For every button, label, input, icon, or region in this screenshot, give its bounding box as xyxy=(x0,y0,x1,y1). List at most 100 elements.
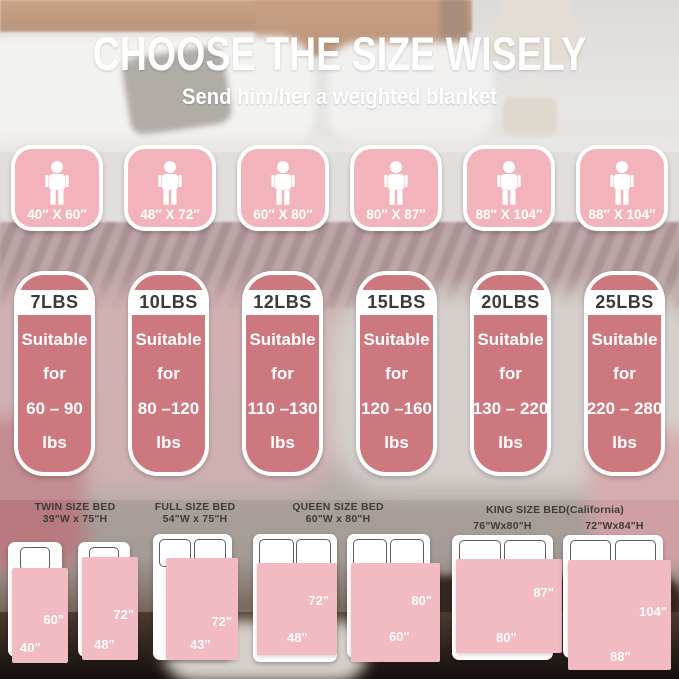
for-text: for xyxy=(499,364,522,384)
person-icon xyxy=(45,161,69,205)
weight-range: 60 – 90 xyxy=(26,398,83,418)
queen-bed-dims: 60"W x 80"H xyxy=(305,513,371,525)
unit-text: lbs xyxy=(498,433,523,453)
suitable-text: Suitable xyxy=(21,329,88,349)
unit-text: lbs xyxy=(384,433,409,453)
weight-range: 80 –120 xyxy=(137,398,200,418)
pill-cap xyxy=(246,275,319,290)
bed-diagram-full: 72" 43" xyxy=(153,534,238,660)
king-bed-title: KING SIZE BED(California) xyxy=(485,504,624,516)
blanket-height-label: 80" xyxy=(411,593,432,608)
weight-card-20lbs: 20LBS Suitable for 130 – 220 lbs xyxy=(470,271,551,476)
weight-range: 130 – 220 xyxy=(474,398,547,418)
person-icon xyxy=(158,161,182,205)
bed-diagram-queen-b: 80" 60" xyxy=(347,534,440,662)
weight-body: Suitable for 110 –130 lbs xyxy=(246,315,319,472)
blanket-width-label: 40" xyxy=(20,640,41,655)
size-label: 40″ X 60″ xyxy=(27,207,87,222)
weight-body: Suitable for 130 – 220 lbs xyxy=(474,315,547,472)
pill-cap xyxy=(18,275,91,290)
pill-cap xyxy=(588,275,661,290)
blanket-width-label: 48" xyxy=(94,637,115,652)
size-card-88x104-a: 88″ X 104″ xyxy=(463,145,555,231)
weight-body: Suitable for 80 –120 lbs xyxy=(132,315,205,472)
weight-label: 7LBS xyxy=(18,290,91,315)
pill-cap xyxy=(360,275,433,290)
blanket-overlay: 80" 60" xyxy=(351,563,440,662)
weight-label: 25LBS xyxy=(588,290,661,315)
weight-label: 20LBS xyxy=(474,290,547,315)
weight-range: 120 –160 xyxy=(361,398,432,418)
size-label: 48″ X 72″ xyxy=(140,207,200,222)
blanket-overlay: 60" 40" xyxy=(12,568,68,663)
page-title: CHOOSE THE SIZE WISELY xyxy=(92,27,587,80)
unit-text: lbs xyxy=(612,433,637,453)
weight-body: Suitable for 220 – 280 lbs xyxy=(588,315,661,472)
blanket-height-label: 60" xyxy=(43,612,64,627)
bed-diagram-queen-a: 72" 48" xyxy=(253,534,337,662)
weight-range: 220 – 280 xyxy=(588,398,661,418)
size-label: 88″ X 104″ xyxy=(475,207,543,222)
person-icon xyxy=(610,161,634,205)
weight-card-12lbs: 12LBS Suitable for 110 –130 lbs xyxy=(242,271,323,476)
blanket-width-label: 48" xyxy=(287,630,308,645)
blanket-height-label: 87" xyxy=(533,585,554,600)
weight-card-10lbs: 10LBS Suitable for 80 –120 lbs xyxy=(128,271,209,476)
weight-card-25lbs: 25LBS Suitable for 220 – 280 lbs xyxy=(584,271,665,476)
blanket-overlay: 72" 48" xyxy=(257,563,337,655)
bed-diagram-twin-48x72: 72" 48" xyxy=(78,542,138,660)
weight-card-7lbs: 7LBS Suitable for 60 – 90 lbs xyxy=(14,271,95,476)
suitable-text: Suitable xyxy=(249,329,316,349)
blanket-width-label: 43" xyxy=(190,637,211,652)
blanket-overlay: 72" 48" xyxy=(82,557,138,660)
bed-diagram-king-california-72x84: 104" 88" xyxy=(563,535,671,670)
size-card-row: 40″ X 60″ 48″ X 72″ 60″ X 80″ 80″ X 87″ … xyxy=(0,145,679,231)
weight-label: 12LBS xyxy=(246,290,319,315)
unit-text: lbs xyxy=(156,433,181,453)
full-bed-dims: 54"W x 75"H xyxy=(162,513,228,525)
blanket-overlay: 72" 43" xyxy=(166,558,238,660)
blanket-height-label: 104" xyxy=(639,604,667,619)
bed-diagram-king-76x80: 87" 80" xyxy=(452,535,562,660)
blanket-height-label: 72" xyxy=(113,607,134,622)
suitable-text: Suitable xyxy=(591,329,658,349)
blanket-overlay: 87" 80" xyxy=(456,559,562,653)
for-text: for xyxy=(613,364,636,384)
size-card-48x72: 48″ X 72″ xyxy=(124,145,216,231)
size-card-88x104-b: 88″ X 104″ xyxy=(576,145,668,231)
for-text: for xyxy=(271,364,294,384)
weight-body: Suitable for 120 –160 lbs xyxy=(360,315,433,472)
suitable-text: Suitable xyxy=(363,329,430,349)
person-icon xyxy=(497,161,521,205)
blanket-overlay: 104" 88" xyxy=(568,560,671,670)
size-label: 60″ X 80″ xyxy=(253,207,313,222)
pill-cap xyxy=(474,275,547,290)
for-text: for xyxy=(385,364,408,384)
unit-text: lbs xyxy=(270,433,295,453)
for-text: for xyxy=(157,364,180,384)
person-icon xyxy=(271,161,295,205)
suitable-text: Suitable xyxy=(135,329,202,349)
page-subtitle: Send him/her a weighted blanket xyxy=(182,84,497,109)
person-icon xyxy=(384,161,408,205)
weight-range: 110 –130 xyxy=(247,398,318,418)
unit-text: lbs xyxy=(42,433,67,453)
size-card-60x80: 60″ X 80″ xyxy=(237,145,329,231)
blanket-height-label: 72" xyxy=(308,593,329,608)
full-bed-title: FULL SIZE BED xyxy=(154,501,236,513)
size-card-40x60: 40″ X 60″ xyxy=(11,145,103,231)
blanket-width-label: 60" xyxy=(389,629,410,644)
weight-label: 15LBS xyxy=(360,290,433,315)
weight-body: Suitable for 60 – 90 lbs xyxy=(18,315,91,472)
for-text: for xyxy=(43,364,66,384)
suitable-text: Suitable xyxy=(477,329,544,349)
blanket-width-label: 88" xyxy=(610,649,631,664)
weight-card-row: 7LBS Suitable for 60 – 90 lbs 10LBS Suit… xyxy=(0,271,679,476)
size-card-80x87: 80″ X 87″ xyxy=(350,145,442,231)
king-bed-dims-right: 72"Wx84"H xyxy=(585,520,644,532)
king-bed-dims-left: 76"Wx80"H xyxy=(473,520,532,532)
bed-diagram-twin-40x60: 60" 40" xyxy=(8,542,68,663)
blanket-height-label: 72" xyxy=(211,614,232,629)
blanket-width-label: 80" xyxy=(496,630,517,645)
